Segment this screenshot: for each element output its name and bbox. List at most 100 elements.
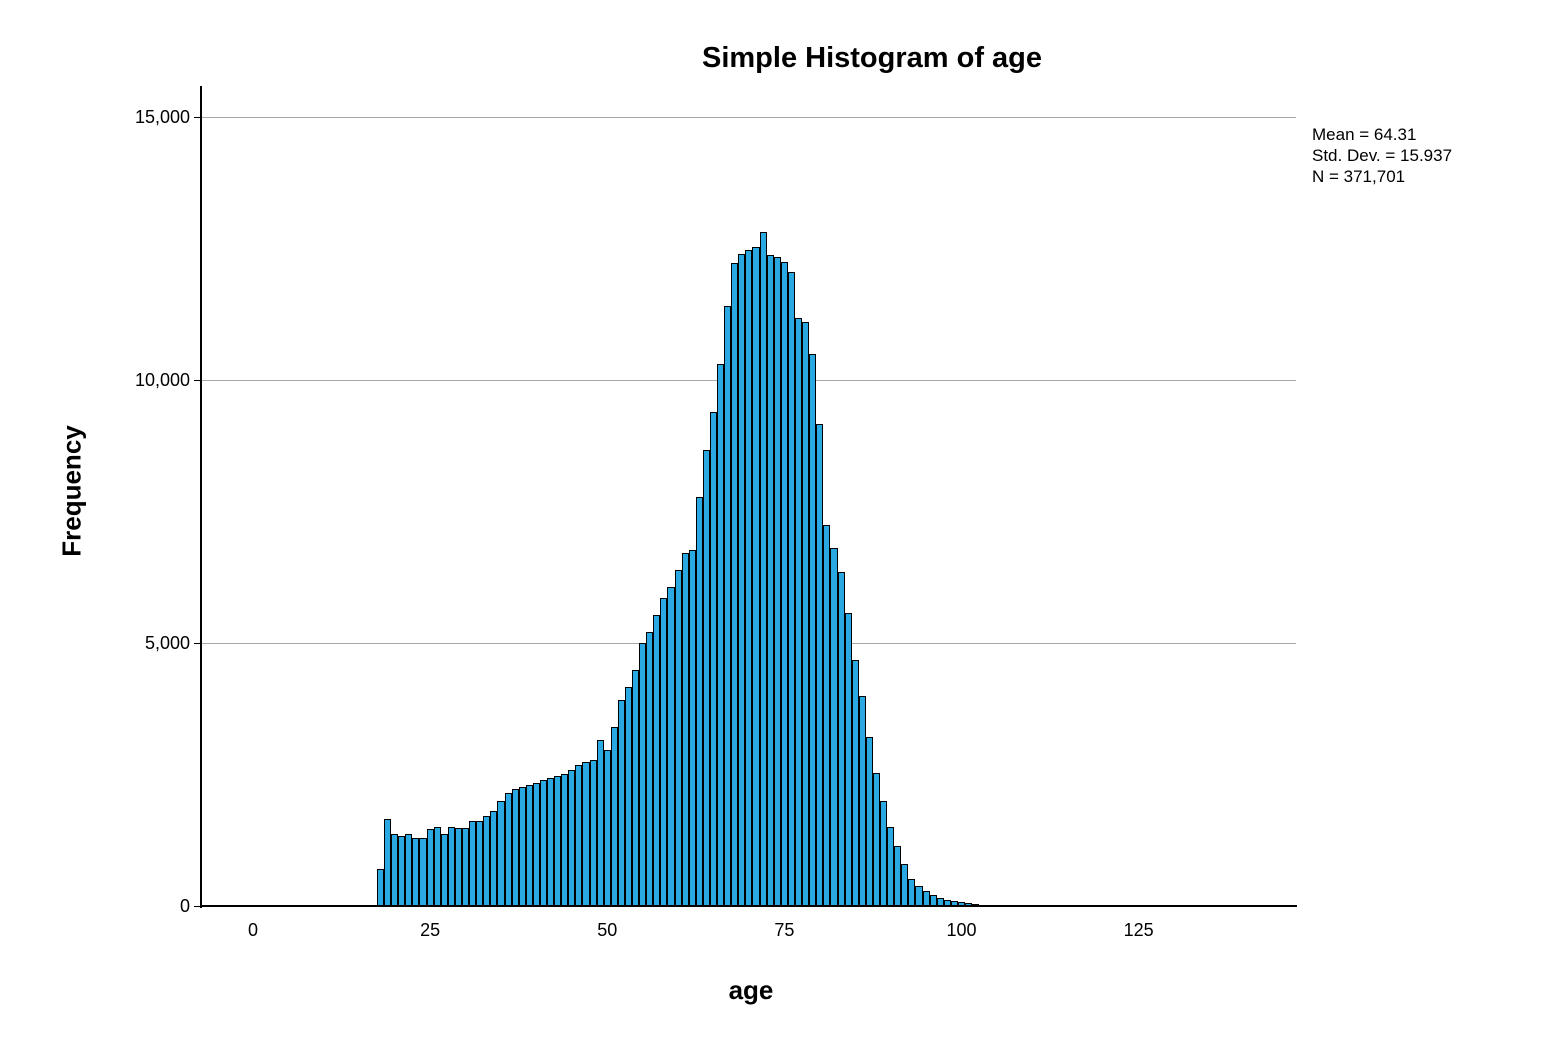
stats-box: Mean = 64.31 Std. Dev. = 15.937 N = 371,… [1312, 124, 1452, 187]
histogram-bar [745, 249, 753, 906]
x-tick-label-0: 0 [247, 920, 258, 940]
x-axis-line [200, 905, 1297, 907]
histogram-bar [880, 800, 888, 906]
x-tick-label-75: 75 [774, 920, 795, 940]
histogram-bar [490, 810, 498, 906]
histogram-bar [391, 834, 399, 906]
x-tick-label-125: 125 [1123, 920, 1154, 940]
y-tick-5000 [194, 643, 202, 644]
histogram-bar [738, 253, 746, 906]
histogram-bar [582, 761, 590, 906]
histogram-bar [653, 615, 661, 906]
histogram-bar [603, 750, 611, 906]
histogram-bar [518, 787, 526, 906]
histogram-bar [957, 902, 966, 906]
histogram-bar [483, 815, 491, 906]
histogram-bar [447, 826, 455, 906]
histogram-bar [667, 587, 675, 906]
histogram-bar [610, 727, 618, 906]
histogram-bar [929, 894, 937, 906]
histogram-bar [887, 827, 895, 906]
histogram-bar [695, 497, 703, 906]
histogram-bar [419, 837, 427, 906]
histogram-bar [589, 759, 597, 906]
histogram-bar [702, 450, 710, 906]
histogram-bar [851, 660, 859, 906]
histogram-bar [476, 820, 484, 906]
histogram-bar [731, 263, 739, 906]
histogram-bar [511, 789, 519, 906]
histogram-bar [795, 318, 803, 906]
histogram-bar [936, 897, 944, 906]
histogram-bar [554, 776, 562, 906]
histogram-bar [823, 525, 831, 906]
histogram-bar [532, 783, 540, 906]
histogram-bar [844, 613, 852, 906]
histogram-bar [922, 890, 930, 906]
x-tick-label-100: 100 [946, 920, 977, 940]
histogram-bar [646, 631, 654, 906]
histogram-bar [639, 643, 647, 906]
histogram-bar [596, 740, 604, 906]
histogram-bar [717, 364, 725, 906]
histogram-bar [766, 255, 774, 906]
histogram-bar [632, 670, 640, 906]
histogram-bar [547, 777, 555, 906]
histogram-bar [816, 424, 824, 906]
histogram-bar [426, 828, 434, 906]
histogram-bar [469, 820, 477, 906]
y-tick-label-15000: 15,000 [134, 107, 190, 127]
histogram-bar [752, 247, 760, 906]
y-axis-line [200, 86, 202, 908]
histogram-bar [539, 779, 548, 906]
histogram-bar [943, 899, 951, 906]
y-tick-0 [194, 906, 202, 907]
histogram-bar [568, 769, 576, 906]
histogram-bar [575, 765, 583, 906]
histogram-bar [504, 792, 512, 906]
y-tick-label-0: 0 [179, 896, 190, 916]
histogram-bar [454, 827, 462, 906]
histogram-bar [497, 800, 505, 906]
histogram-bar [908, 878, 916, 906]
y-tick-label-5000: 5,000 [144, 633, 190, 653]
histogram-bar [561, 773, 569, 906]
stat-mean: Mean = 64.31 [1312, 125, 1417, 144]
histogram-bar [624, 687, 633, 906]
histogram-bar [780, 262, 788, 906]
histogram-bar [724, 306, 732, 906]
x-axis-title: age [728, 975, 774, 1005]
histogram-bar [809, 353, 817, 906]
gridline-15000 [202, 117, 1296, 118]
plot-area: 0 5,000 10,000 15,000 0 25 50 75 100 125 [135, 88, 1300, 940]
histogram-bar [901, 863, 909, 906]
x-tick-label-50: 50 [597, 920, 618, 940]
stat-stddev: Std. Dev. = 15.937 [1312, 146, 1453, 165]
histogram-bar [837, 571, 845, 906]
histogram-bar [865, 737, 873, 906]
histogram-bar [759, 232, 767, 906]
x-tick-label-25: 25 [420, 920, 441, 940]
histogram-bar [858, 696, 866, 906]
y-axis-title: Frequency [56, 425, 87, 557]
histogram-bar [830, 548, 838, 906]
histogram-bar [915, 886, 923, 906]
stat-n: N = 371,701 [1312, 167, 1406, 186]
histogram-bar [965, 903, 973, 906]
histogram-bar [681, 553, 689, 906]
chart-title: Simple Histogram of age [701, 42, 1043, 74]
histogram-bar [773, 257, 781, 906]
y-tick-15000 [194, 117, 202, 118]
histogram-bar [405, 834, 413, 906]
histogram-bar [525, 785, 533, 906]
histogram-bar [462, 827, 470, 906]
histogram-bar [787, 271, 795, 906]
histogram-bar [617, 700, 625, 906]
y-tick-label-10000: 10,000 [134, 370, 190, 390]
histogram-bar [688, 550, 696, 906]
histogram-bar [950, 901, 958, 906]
histogram-bar [440, 833, 448, 906]
histogram-bar [384, 818, 392, 906]
histogram-bar [872, 772, 881, 906]
